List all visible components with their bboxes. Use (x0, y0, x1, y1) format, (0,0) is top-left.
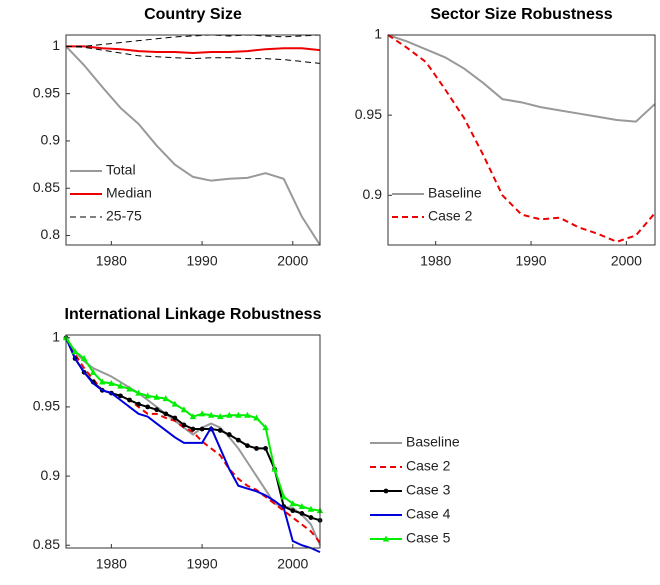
marker (271, 465, 278, 472)
axes-box (387, 34, 656, 246)
series-line (65, 337, 321, 546)
marker (198, 410, 206, 417)
y-tick-label: 0.8 (41, 226, 61, 242)
y-tick-label: 0.95 (33, 84, 60, 100)
legend-label: Baseline (428, 185, 482, 201)
series-line (65, 337, 321, 512)
marker (135, 389, 142, 396)
y-tick-label: 0.85 (33, 179, 60, 195)
y-tick-label: 0.95 (33, 398, 60, 414)
panel-title: Sector Size Robustness (430, 6, 612, 23)
marker (253, 414, 260, 421)
axes-box (65, 334, 321, 549)
panel-title: International Linkage Robustness (65, 306, 322, 323)
marker (136, 401, 141, 407)
marker (117, 382, 124, 389)
marker (254, 446, 259, 451)
marker (217, 428, 223, 433)
series-line (66, 34, 321, 47)
legend-label: Case 4 (406, 506, 451, 522)
marker (162, 395, 169, 402)
y-tick-label: 1 (52, 37, 60, 53)
marker (226, 432, 232, 437)
marker (127, 397, 132, 403)
marker (298, 503, 306, 510)
series-line (65, 337, 321, 554)
marker (180, 406, 188, 413)
panel-title: Country Size (144, 6, 242, 23)
marker (171, 400, 179, 407)
legend-label: Baseline (406, 434, 460, 450)
marker (90, 368, 97, 375)
series-line (65, 337, 321, 544)
marker (245, 443, 250, 449)
marker (226, 411, 233, 418)
marker (163, 411, 169, 417)
marker (299, 511, 305, 516)
y-tick-label: 0.95 (355, 106, 382, 122)
marker (244, 411, 251, 418)
y-tick-label: 0.85 (33, 536, 60, 552)
marker (263, 446, 268, 451)
x-tick-label: 1990 (186, 556, 217, 572)
marker (154, 407, 160, 413)
series-line (65, 45, 321, 64)
marker (235, 411, 242, 418)
marker (118, 393, 123, 399)
y-tick-label: 0.9 (363, 186, 383, 202)
legend-marker (382, 535, 390, 542)
y-tick-label: 1 (374, 26, 382, 42)
marker (145, 404, 151, 410)
marker (235, 437, 241, 443)
x-tick-label: 2000 (277, 556, 308, 572)
x-tick-label: 1980 (420, 253, 451, 269)
y-tick-label: 0.9 (41, 132, 61, 148)
legend-label: Total (106, 162, 136, 178)
marker (280, 493, 287, 500)
marker (217, 413, 224, 420)
marker (307, 505, 315, 512)
x-tick-label: 2000 (611, 253, 642, 269)
marker (199, 426, 205, 432)
legend-label: 25-75 (106, 208, 142, 224)
marker (290, 508, 296, 514)
x-tick-label: 1990 (515, 253, 546, 269)
marker (172, 415, 178, 421)
series-line (387, 34, 656, 243)
legend-label: Case 2 (406, 458, 451, 474)
marker (207, 411, 215, 418)
legend-label: Case 2 (428, 208, 473, 224)
series-line (66, 45, 321, 54)
marker (189, 413, 197, 420)
marker (153, 393, 160, 400)
x-tick-label: 2000 (277, 253, 308, 269)
marker (181, 422, 187, 428)
marker (144, 392, 151, 399)
marker (190, 426, 196, 432)
legend-label: Case 5 (406, 530, 451, 546)
marker (262, 424, 269, 431)
series-line (65, 45, 321, 246)
marker (126, 385, 133, 392)
y-tick-label: 1 (52, 328, 60, 344)
x-tick-label: 1990 (186, 253, 217, 269)
marker (289, 500, 296, 507)
y-tick-label: 0.9 (41, 467, 61, 483)
marker (308, 515, 314, 520)
axes-box (65, 34, 321, 246)
x-tick-label: 1980 (96, 556, 127, 572)
marker (99, 378, 106, 385)
legend-label: Case 3 (406, 482, 451, 498)
legend-marker (383, 488, 389, 494)
legend-label: Median (106, 185, 152, 201)
series-line (387, 34, 656, 123)
marker (108, 379, 115, 386)
x-tick-label: 1980 (96, 253, 127, 269)
marker (80, 355, 88, 362)
marker (71, 348, 79, 355)
